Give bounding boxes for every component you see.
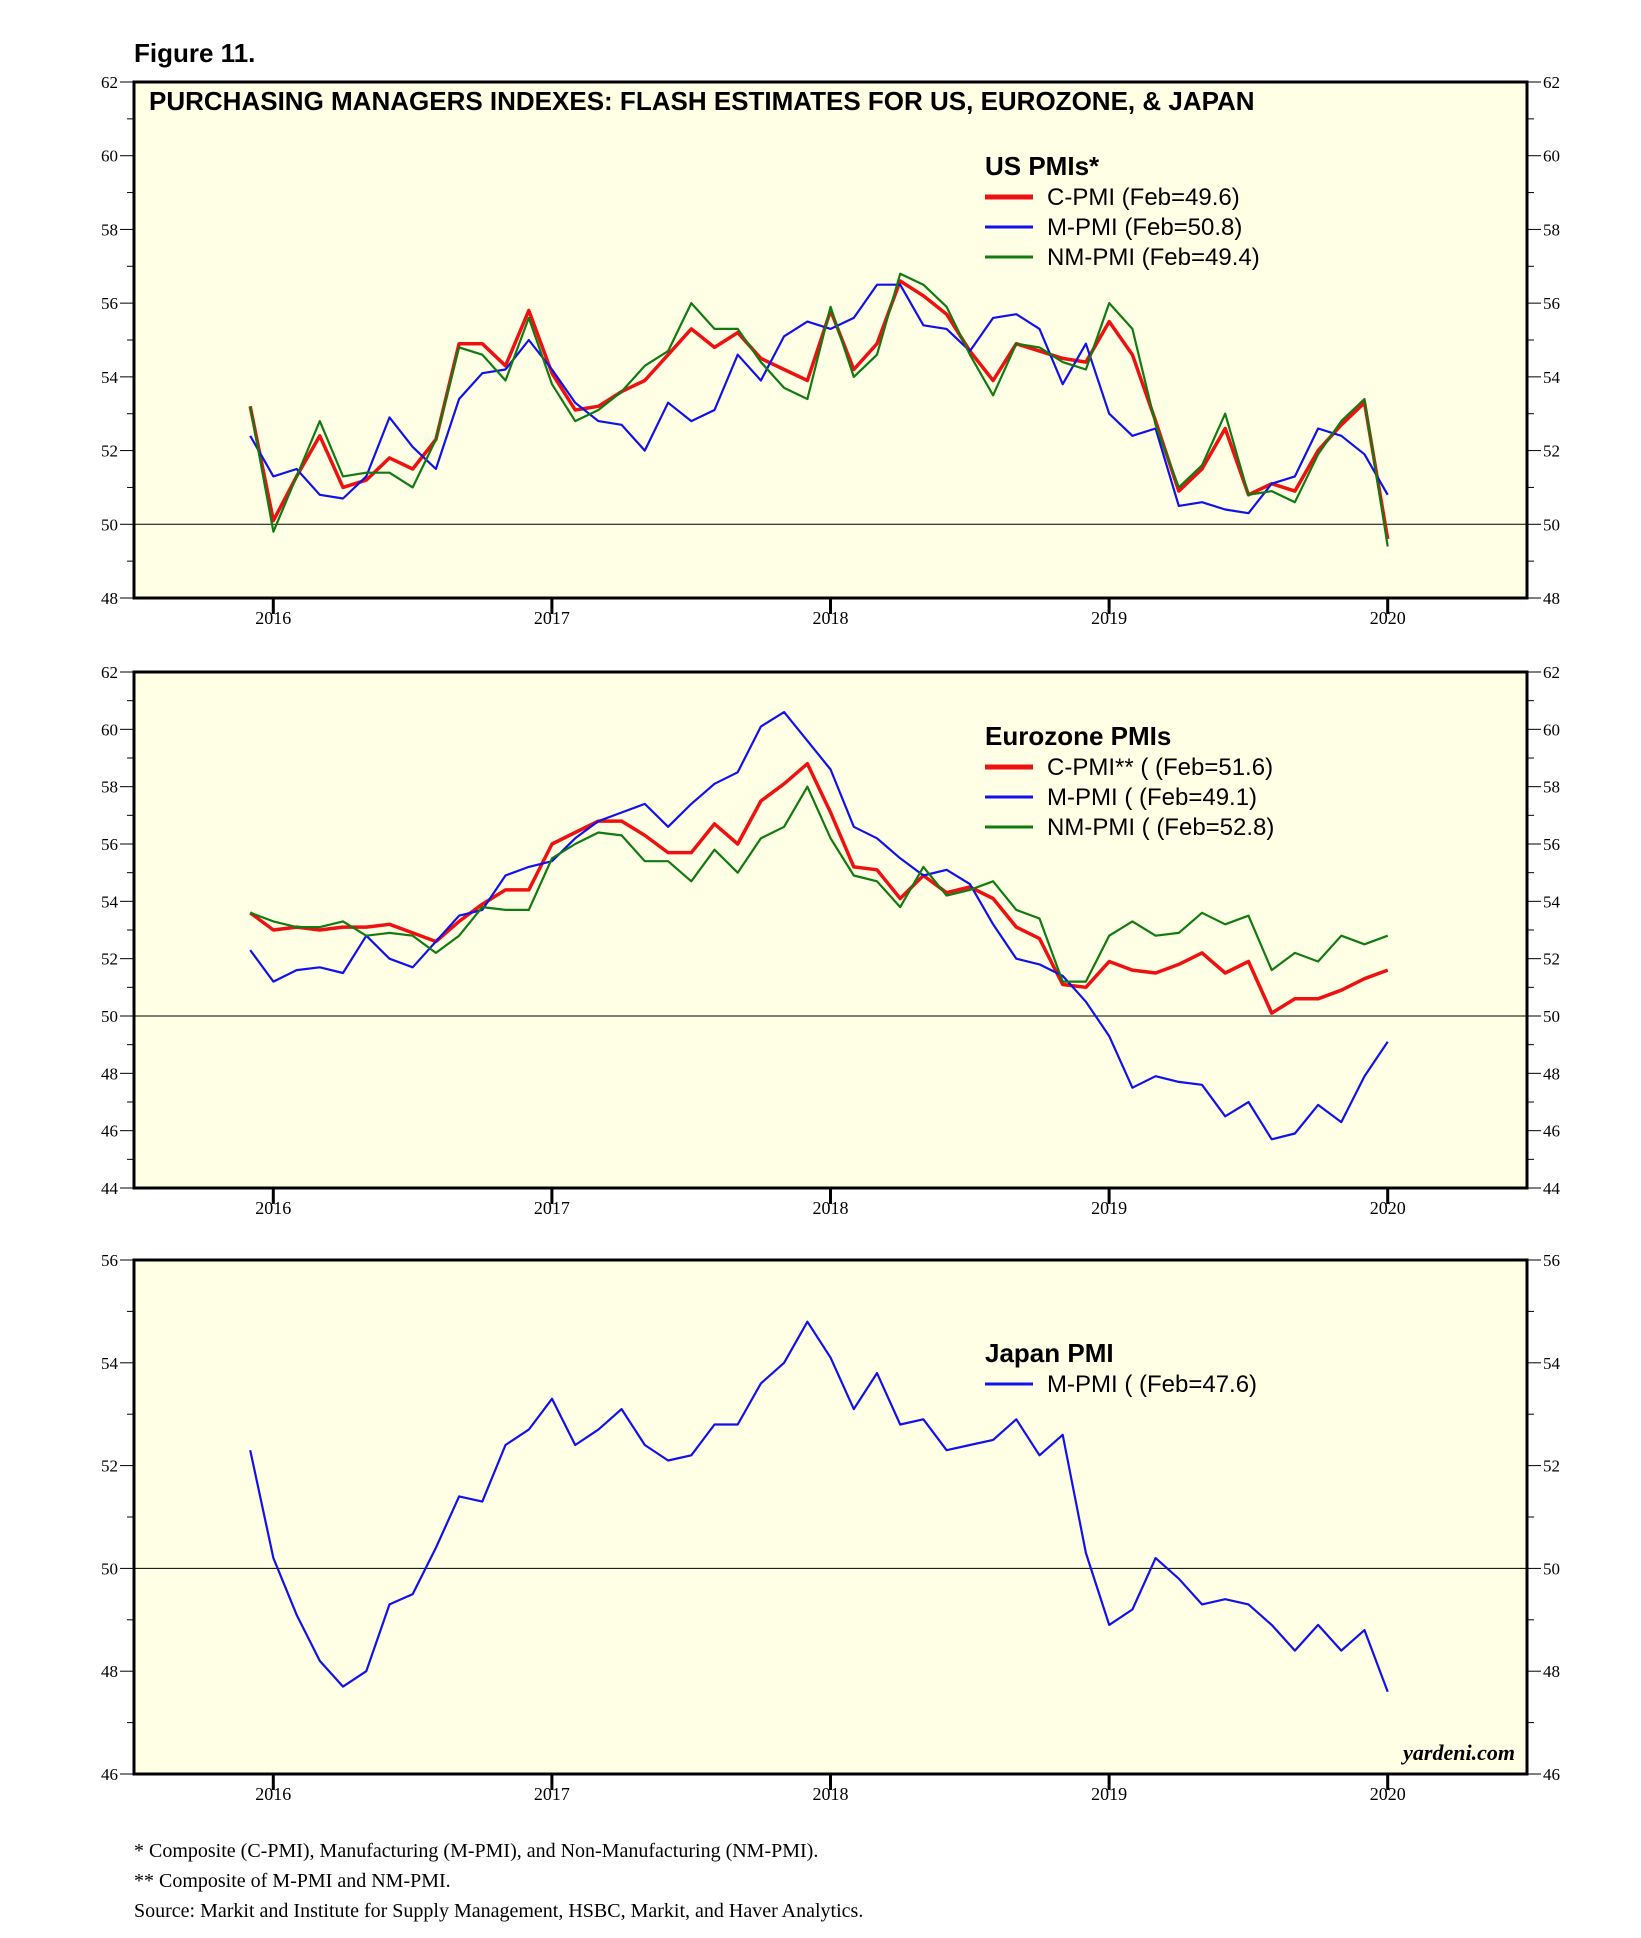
x-tick-label: 2017 xyxy=(534,1198,570,1218)
legend-title: Japan PMI xyxy=(985,1338,1114,1368)
y-tick-label-right: 46 xyxy=(1543,1765,1560,1784)
y-tick-label-left: 46 xyxy=(101,1122,118,1141)
y-tick-label-left: 50 xyxy=(101,1007,118,1026)
chart-panel-3: 46 46 48 48 50 50 52 52 54 54 56 56 2016 2017 2018 2019… xyxy=(101,1251,1561,1804)
y-tick-label-right: 52 xyxy=(1543,1457,1560,1476)
y-tick-label-right: 44 xyxy=(1543,1179,1561,1198)
y-tick-label-right: 60 xyxy=(1543,720,1560,739)
series-line-blue xyxy=(249,1320,1389,1693)
plot-frame xyxy=(132,670,1529,1190)
legend-title: Eurozone PMIs xyxy=(985,721,1171,751)
x-tick-label: 2020 xyxy=(1370,1198,1406,1218)
figure-label: Figure 11. xyxy=(134,38,256,68)
y-tick-label-left: 56 xyxy=(101,294,118,313)
footnote-3: Source: Markit and Institute for Supply … xyxy=(134,1900,864,1922)
plot-frame xyxy=(132,1258,1529,1776)
legend-entry: NM-PMI ( (Feb=52.8) xyxy=(1047,814,1274,841)
legend-entry: C-PMI** ( (Feb=51.6) xyxy=(1047,754,1273,781)
y-tick-label-left: 62 xyxy=(101,663,118,682)
x-tick-label: 2019 xyxy=(1091,608,1127,628)
y-tick-label-left: 46 xyxy=(101,1765,118,1784)
series-line-green xyxy=(249,272,1389,547)
y-tick-label-left: 58 xyxy=(101,220,118,239)
y-tick-label-left: 48 xyxy=(101,1662,118,1681)
x-tick-label: 2017 xyxy=(534,608,570,628)
legend-entry: M-PMI ( (Feb=49.1) xyxy=(1047,784,1257,811)
legend-entry: C-PMI (Feb=49.6) xyxy=(1047,184,1240,211)
y-tick-label-left: 54 xyxy=(101,368,119,387)
y-tick-label-right: 54 xyxy=(1543,892,1561,911)
y-tick-label-left: 56 xyxy=(101,835,118,854)
y-tick-label-right: 54 xyxy=(1543,368,1561,387)
y-tick-label-right: 50 xyxy=(1543,1007,1560,1026)
y-tick-label-right: 48 xyxy=(1543,589,1560,608)
y-tick-label-left: 62 xyxy=(101,73,118,92)
y-tick-label-left: 52 xyxy=(101,442,118,461)
plot-background xyxy=(134,672,1527,1188)
y-tick-label-left: 52 xyxy=(101,950,118,969)
x-tick-label: 2020 xyxy=(1370,1784,1406,1804)
y-tick-label-right: 56 xyxy=(1543,1251,1560,1270)
chart-panel-1: 48 48 50 50 52 52 54 54 56 56 58 58 60 60 62 62 2016 2017… xyxy=(101,73,1561,628)
y-tick-label-left: 50 xyxy=(101,515,118,534)
y-tick-label-right: 52 xyxy=(1543,950,1560,969)
y-tick-label-left: 44 xyxy=(101,1179,119,1198)
y-tick-label-right: 60 xyxy=(1543,147,1560,166)
x-tick-label: 2019 xyxy=(1091,1198,1127,1218)
y-tick-label-right: 58 xyxy=(1543,220,1560,239)
y-tick-label-left: 60 xyxy=(101,147,118,166)
plot-background xyxy=(134,1260,1527,1774)
series-line-blue xyxy=(249,710,1389,1141)
footnote-2: ** Composite of M-PMI and NM-PMI. xyxy=(134,1870,451,1892)
y-tick-label-right: 56 xyxy=(1543,294,1560,313)
chart-panel-2: 44 44 46 46 48 48 50 50 52 52 54 54 56 56 58 58 60 60 62 62… xyxy=(101,663,1561,1218)
plot-background xyxy=(134,82,1527,598)
watermark: yardeni.com xyxy=(1400,1740,1515,1765)
y-tick-label-right: 62 xyxy=(1543,73,1560,92)
y-tick-label-right: 50 xyxy=(1543,1559,1560,1578)
y-tick-label-left: 48 xyxy=(101,1064,118,1083)
series-line-blue xyxy=(249,283,1389,515)
footnote-1: * Composite (C-PMI), Manufacturing (M-PM… xyxy=(134,1840,819,1862)
footnotes: * Composite (C-PMI), Manufacturing (M-PM… xyxy=(134,1836,863,1926)
x-tick-label: 2018 xyxy=(813,608,849,628)
series-line-green xyxy=(249,785,1389,983)
y-tick-label-right: 62 xyxy=(1543,663,1560,682)
y-tick-label-left: 48 xyxy=(101,589,118,608)
y-tick-label-right: 52 xyxy=(1543,442,1560,461)
plot-frame xyxy=(132,80,1529,600)
y-tick-label-right: 58 xyxy=(1543,778,1560,797)
x-tick-label: 2020 xyxy=(1370,608,1406,628)
y-tick-label-right: 54 xyxy=(1543,1354,1561,1373)
y-tick-label-right: 56 xyxy=(1543,835,1560,854)
y-tick-label-left: 58 xyxy=(101,778,118,797)
y-tick-label-right: 50 xyxy=(1543,515,1560,534)
x-tick-label: 2017 xyxy=(534,1784,570,1804)
chart-title: PURCHASING MANAGERS INDEXES: FLASH ESTIM… xyxy=(149,86,1255,116)
y-tick-label-right: 48 xyxy=(1543,1662,1560,1681)
x-tick-label: 2018 xyxy=(813,1784,849,1804)
legend-title: US PMIs* xyxy=(985,151,1100,181)
y-tick-label-left: 54 xyxy=(101,1354,119,1373)
y-tick-label-left: 56 xyxy=(101,1251,118,1270)
x-tick-label: 2018 xyxy=(813,1198,849,1218)
y-tick-label-right: 46 xyxy=(1543,1122,1560,1141)
x-tick-label: 2019 xyxy=(1091,1784,1127,1804)
legend-entry: M-PMI ( (Feb=47.6) xyxy=(1047,1371,1257,1398)
x-tick-label: 2016 xyxy=(255,1784,291,1804)
legend-entry: M-PMI (Feb=50.8) xyxy=(1047,214,1242,241)
y-tick-label-left: 52 xyxy=(101,1457,118,1476)
y-tick-label-left: 60 xyxy=(101,720,118,739)
legend-entry: NM-PMI (Feb=49.4) xyxy=(1047,244,1260,271)
y-tick-label-left: 50 xyxy=(101,1559,118,1578)
x-tick-label: 2016 xyxy=(255,1198,291,1218)
x-tick-label: 2016 xyxy=(255,608,291,628)
y-tick-label-left: 54 xyxy=(101,892,119,911)
y-tick-label-right: 48 xyxy=(1543,1064,1560,1083)
